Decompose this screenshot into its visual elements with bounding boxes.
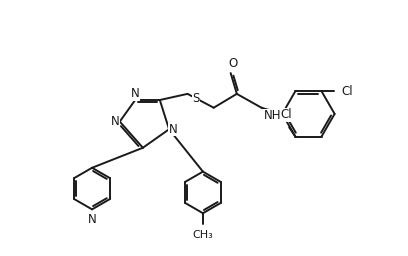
Text: S: S	[192, 92, 200, 104]
Text: N: N	[88, 213, 96, 226]
Text: NH: NH	[264, 109, 281, 122]
Text: Cl: Cl	[341, 85, 353, 98]
Text: O: O	[228, 57, 237, 70]
Text: N: N	[111, 115, 120, 128]
Text: CH₃: CH₃	[193, 230, 213, 240]
Text: N: N	[131, 87, 140, 100]
Text: Cl: Cl	[280, 108, 292, 121]
Text: N: N	[169, 123, 178, 136]
